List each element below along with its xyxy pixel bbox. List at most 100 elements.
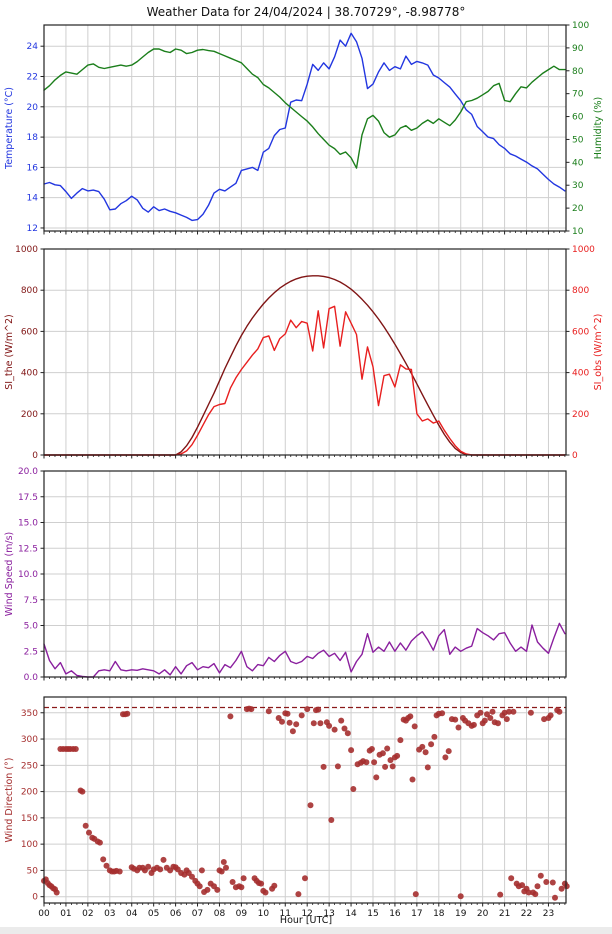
y-tick-label: 1000 <box>15 245 38 255</box>
bottom-strip <box>0 927 612 934</box>
x-tick-label: 17 <box>411 909 422 919</box>
x-tick-label: 07 <box>192 909 203 919</box>
y-tick-label: 15.0 <box>18 519 38 529</box>
y-tick-label: 10.0 <box>18 570 38 580</box>
gridlines-wind-direction <box>44 697 566 903</box>
y-tick-label: 90 <box>572 44 584 54</box>
y-tick-label: 5.0 <box>24 622 39 632</box>
y-axis-label-left-wind-speed: Wind Speed (m/s) <box>4 532 15 617</box>
x-tick-label: 23 <box>543 909 554 919</box>
subplot-temperature-humidity: 12 14 16 18 20 22 24 Temperature (°C) 10 20 30 40 50… <box>4 21 604 237</box>
temperature-line <box>43 32 566 222</box>
y-tick-label: 100 <box>572 21 589 31</box>
y-tick-label: 22 <box>27 73 38 83</box>
x-tick-label: 13 <box>323 909 334 919</box>
y-axis-label-right-solar-radiation: SI_obs (W/m^2) <box>593 314 604 391</box>
x-tick-label: 11 <box>280 909 291 919</box>
y-tick-label: 12.5 <box>18 544 38 554</box>
x-tick-label: 01 <box>60 909 71 919</box>
y-tick-label: 20 <box>572 204 584 214</box>
y-tick-label: 200 <box>21 788 38 798</box>
y-tick-label: 200 <box>572 410 589 420</box>
gridlines-solar-radiation <box>44 249 566 455</box>
y-axis-label-right-temperature-humidity: Humidity (%) <box>593 97 604 160</box>
x-tick-label: 00 <box>38 909 50 919</box>
y-tick-label: 250 <box>21 761 38 771</box>
subplot-solar-radiation: 0 200 400 600 800 1000 SI_the (W/m^2) 0 200 400 60… <box>4 245 604 461</box>
gridlines-temperature-humidity <box>44 25 566 231</box>
si_obs-line <box>43 305 566 456</box>
y-tick-label: 20 <box>27 103 39 113</box>
y-tick-label: 400 <box>21 369 38 379</box>
y-tick-label: 150 <box>21 814 38 824</box>
x-ticks-wind-direction <box>43 903 566 907</box>
x-ticks-wind-speed <box>43 677 566 681</box>
chart-title: Weather Data for 24/04/2024 | 38.70729°,… <box>146 5 466 19</box>
x-tick-label: 08 <box>214 909 226 919</box>
x-tick-label: 22 <box>521 909 532 919</box>
y-tick-label: 17.5 <box>18 493 38 503</box>
y-tick-label: 600 <box>572 327 589 337</box>
x-tick-label: 14 <box>345 909 357 919</box>
y-tick-label: 16 <box>27 163 39 173</box>
y-axis-label-left-wind-direction: Wind Direction (°) <box>4 758 15 843</box>
x-tick-label: 04 <box>126 909 138 919</box>
y-tick-label: 0 <box>32 451 38 461</box>
x-tick-label: 20 <box>477 909 489 919</box>
y-tick-label: 80 <box>572 67 584 77</box>
y-tick-label: 18 <box>27 133 39 143</box>
y-tick-label: 40 <box>572 158 584 168</box>
y-axis-label-left-solar-radiation: SI_the (W/m^2) <box>4 314 15 389</box>
x-tick-label: 21 <box>499 909 510 919</box>
y-tick-label: 10 <box>572 227 584 237</box>
plot-frame-wind-direction <box>43 696 567 904</box>
y-tick-label: 800 <box>21 286 38 296</box>
y-tick-label: 350 <box>21 709 38 719</box>
y-tick-label: 60 <box>572 113 584 123</box>
y-tick-label: 1000 <box>572 245 595 255</box>
y-tick-label: 200 <box>21 410 38 420</box>
x-ticks-solar-radiation <box>43 455 566 459</box>
gridlines-wind-speed <box>44 471 566 677</box>
x-tick-label: 10 <box>258 909 270 919</box>
x-axis-label: Hour [UTC] <box>279 915 333 926</box>
x-tick-label: 06 <box>170 909 182 919</box>
y-tick-label: 7.5 <box>24 596 38 606</box>
wind_direction-points <box>41 705 570 901</box>
x-tick-label: 18 <box>433 909 445 919</box>
x-tick-label: 12 <box>301 909 312 919</box>
y-tick-label: 300 <box>21 735 38 745</box>
plot-frame-temperature-humidity <box>43 24 567 232</box>
y-tick-label: 0.0 <box>24 673 39 683</box>
y-tick-label: 24 <box>27 42 39 52</box>
y-tick-label: 0 <box>572 451 578 461</box>
plot-frame-solar-radiation <box>43 248 567 456</box>
x-tick-label: 16 <box>389 909 401 919</box>
y-tick-label: 50 <box>572 135 584 145</box>
subplot-wind-speed: 0.0 2.5 5.0 7.5 10.0 12.5 15.0 17.5 20.0 Wind Spe… <box>4 467 567 683</box>
wind_speed-line <box>43 622 566 678</box>
x-tick-label: 05 <box>148 909 159 919</box>
y-tick-label: 100 <box>21 840 38 850</box>
y-axis-label-left-temperature-humidity: Temperature (°C) <box>4 87 15 170</box>
y-tick-label: 70 <box>572 90 584 100</box>
x-tick-label: 15 <box>367 909 378 919</box>
x-tick-label: 19 <box>455 909 467 919</box>
x-tick-label: 09 <box>236 909 248 919</box>
humidity-line <box>43 48 566 169</box>
y-tick-label: 20.0 <box>18 467 38 477</box>
y-tick-label: 50 <box>27 866 39 876</box>
y-tick-label: 400 <box>572 369 589 379</box>
y-tick-label: 12 <box>27 224 38 234</box>
y-tick-label: 0 <box>32 893 38 903</box>
y-tick-label: 2.5 <box>24 647 38 657</box>
si_the-line <box>43 275 566 456</box>
y-tick-label: 600 <box>21 327 38 337</box>
x-tick-label: 02 <box>82 909 93 919</box>
x-ticks-temperature-humidity <box>43 231 566 235</box>
y-tick-label: 14 <box>27 194 39 204</box>
y-tick-label: 800 <box>572 286 589 296</box>
